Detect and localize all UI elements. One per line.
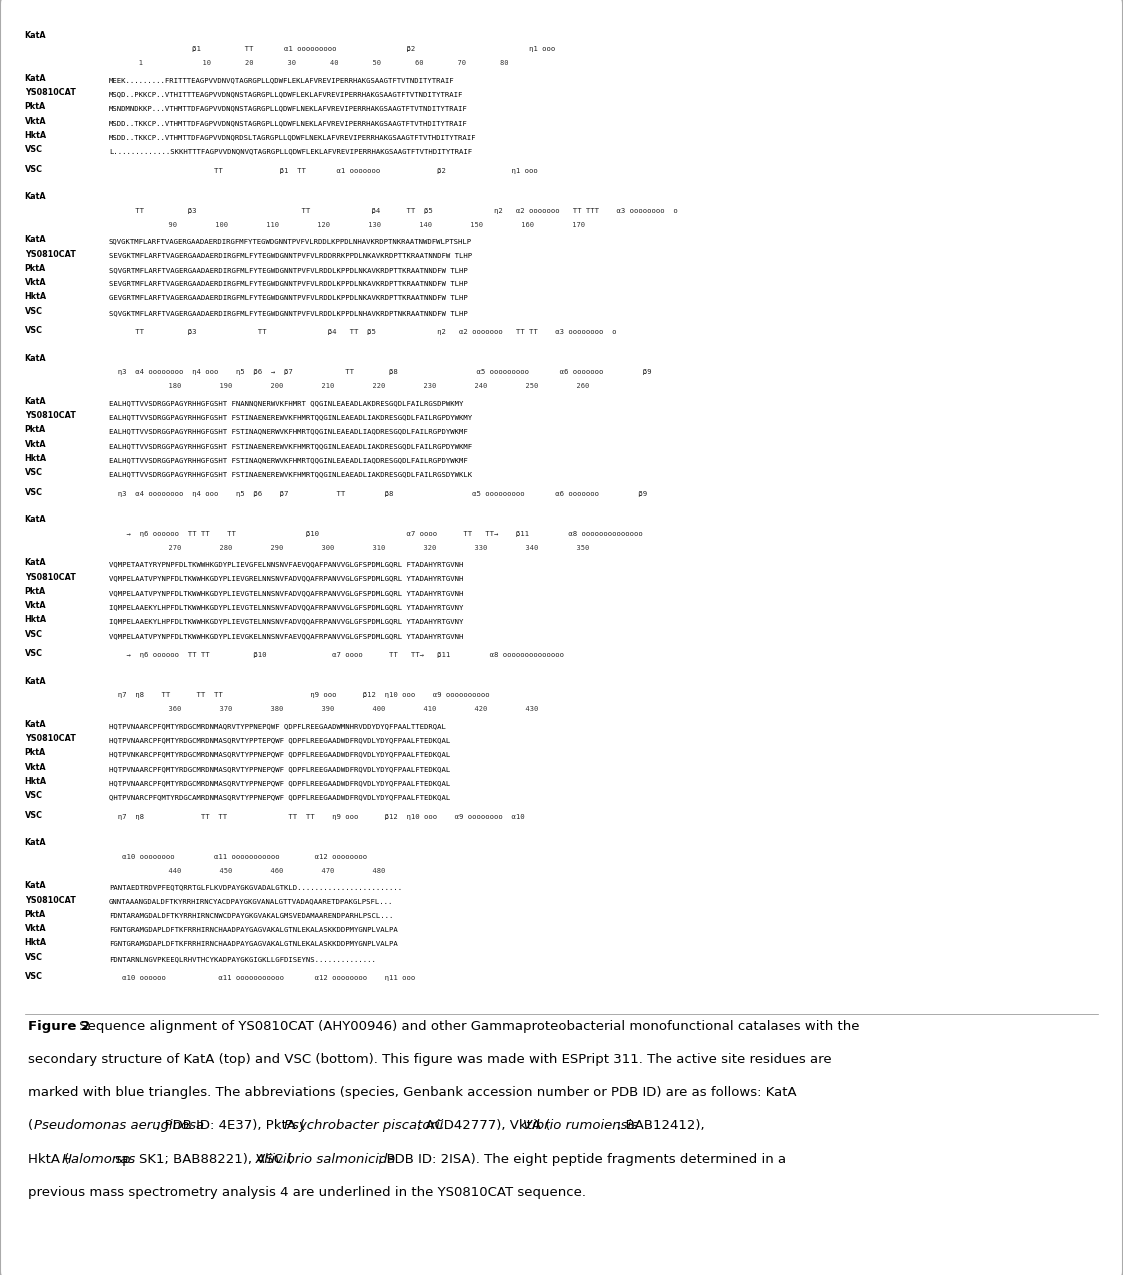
Text: SEVGRTMFLARFTVAGERGAADAERDIRGFMLFYTEGWDGNNTPVFVLRDDLKPPDLNKAVKRDPTTKRAATNNDFW TL: SEVGRTMFLARFTVAGERGAADAERDIRGFMLFYTEGWDG…: [109, 282, 467, 287]
Text: 440         450         460         470         480: 440 450 460 470 480: [109, 868, 385, 873]
Text: VktA: VktA: [25, 440, 46, 449]
Text: KatA: KatA: [25, 720, 46, 729]
Text: 180         190         200         210         220         230         240     : 180 190 200 210 220 230 240: [109, 384, 590, 389]
Text: ; BAB12412),: ; BAB12412),: [618, 1119, 705, 1132]
Text: 1              10        20        30        40        50        60        70   : 1 10 20 30 40 50 60 70: [109, 60, 509, 66]
Text: TT             β1  TT       α1 οοοοοοο             β2               η1 οοο: TT β1 TT α1 οοοοοοο β2 η1 οοο: [109, 167, 538, 173]
Text: ; ACD42777), VktA (: ; ACD42777), VktA (: [418, 1119, 550, 1132]
Text: HktA (: HktA (: [28, 1153, 70, 1165]
Text: 270         280         290         300         310         320         330     : 270 280 290 300 310 320 330: [109, 544, 590, 551]
Text: Pseudomonas aeruginosa: Pseudomonas aeruginosa: [34, 1119, 203, 1132]
Text: VSC: VSC: [25, 972, 43, 982]
Text: KatA: KatA: [25, 838, 46, 847]
Text: 90         100         110         120         130         140         150      : 90 100 110 120 130 140 150: [109, 222, 585, 228]
Text: QHTPVNARCPFQMTYRDGCAMRDNMASQRVTYPPNEPQWF QDPFLREEGAADWDFRQVDLYDYQFPAALFTEDKQAL: QHTPVNARCPFQMTYRDGCAMRDNMASQRVTYPPNEPQWF…: [109, 794, 450, 801]
Text: Aliivibrio salmonicida: Aliivibrio salmonicida: [256, 1153, 396, 1165]
Text: MSQD..PKKCP..VTHITTTEAGPVVDNQNSTAGRGPLLQDWFLEKLAFVREVIPERRHAKGSAAGTFTVTNDITYTRAI: MSQD..PKKCP..VTHITTTEAGPVVDNQNSTAGRGPLLQ…: [109, 91, 464, 97]
Text: 360         370         380         390         400         410         420     : 360 370 380 390 400 410 420: [109, 706, 538, 713]
Text: MSDD..TKKCP..VTHMTTDFAGPVVDNQRDSLTAGRGPLLQDWFLNEKLAFVREVIPERRHAKGSAAGTFTVTHDITYT: MSDD..TKKCP..VTHMTTDFAGPVVDNQRDSLTAGRGPL…: [109, 134, 476, 140]
Text: VSC: VSC: [25, 649, 43, 658]
Text: EALHQTTVVSDRGGPAGYRHHGFGSHT FSTINAENEREWVKFHMRTQQGINLEAEADLIAKDRESGQDLFAILRGPDYW: EALHQTTVVSDRGGPAGYRHHGFGSHT FSTINAENEREW…: [109, 442, 472, 449]
Text: VSC: VSC: [25, 164, 43, 173]
Text: VSC: VSC: [25, 792, 43, 801]
Text: KatA: KatA: [25, 558, 46, 567]
Text: HktA: HktA: [25, 616, 47, 625]
Text: TT          β3              TT              β4   TT  β5              η2   α2 οοο: TT β3 TT β4 TT β5 η2 α2 οοο: [109, 329, 617, 335]
Text: Figure 2: Figure 2: [28, 1020, 90, 1033]
Text: HktA: HktA: [25, 292, 47, 301]
Text: VktA: VktA: [25, 762, 46, 771]
Text: secondary structure of KatA (top) and VSC (bottom). This figure was made with ES: secondary structure of KatA (top) and VS…: [28, 1053, 832, 1066]
Text: KatA: KatA: [25, 31, 46, 40]
Text: VQMPELAATVPYNPFDLTKWWHKGDYPLIEVGKELNNSNVFAEVQQAFRPANVVGLGFSPDMLGQRL YTADAHYRTGVN: VQMPELAATVPYNPFDLTKWWHKGDYPLIEVGKELNNSNV…: [109, 632, 464, 639]
Text: SQVGRTMFLARFTVAGERGAADAERDIRGFMLFYTEGWDGNNTPVFVLRDDLKPPDLNKAVKRDPTTKRAATNNDFW TL: SQVGRTMFLARFTVAGERGAADAERDIRGFMLFYTEGWDG…: [109, 266, 467, 273]
Text: PANTAEDTRDVPFEQTQRRTGLFLKVDPAYGKGVADALGTKLD........................: PANTAEDTRDVPFEQTQRRTGLFLKVDPAYGKGVADALGT…: [109, 885, 402, 890]
Text: PktA: PktA: [25, 748, 46, 757]
Text: HQTPVNAARCPFQMTYRDGCMRDNMASQRVTYPPNEPQWF QDPFLREEGAADWDFRQVDLYDYQFPAALFTEDKQAL: HQTPVNAARCPFQMTYRDGCMRDNMASQRVTYPPNEPQWF…: [109, 766, 450, 771]
Text: VktA: VktA: [25, 924, 46, 933]
Text: VSC: VSC: [25, 326, 43, 335]
Text: PktA: PktA: [25, 102, 46, 111]
Text: VSC: VSC: [25, 145, 43, 154]
Text: FGNTGRAMGDAPLDFTKFRRHIRNCHAADPAYGAGVAKALGTNLEKALASKKDDPMYGNPLVALPA: FGNTGRAMGDAPLDFTKFRRHIRNCHAADPAYGAGVAKAL…: [109, 927, 398, 933]
Text: KatA: KatA: [25, 881, 46, 890]
Text: η7  η8    TT      TT  TT                    η9 οοο      β12  η10 οοο    α9 οοοοο: η7 η8 TT TT TT η9 οοο β12 η10 οοο α9 οοο…: [109, 692, 490, 699]
Text: HktA: HktA: [25, 131, 47, 140]
Text: KatA: KatA: [25, 236, 46, 245]
Text: VSC: VSC: [25, 952, 43, 961]
Text: VQMPELAATVPYNPFDLTKWWHKGDYPLIEVGRELNNSNVFADVQQAFRPANVVGLGFSPDMLGQRL YTADAHYRTGVN: VQMPELAATVPYNPFDLTKWWHKGDYPLIEVGRELNNSNV…: [109, 575, 464, 581]
Text: →  η6 οοοοοο  TT TT          β10               α7 οοοο      TT   TT→   β11      : → η6 οοοοοο TT TT β10 α7 οοοο TT TT→ β11: [109, 652, 564, 658]
Text: SQVGKTMFLARFTVAGERGAADAERDIRGFMLFYTEGWDGNNTPVFVLRDDLKPPDLNHAVKRDPTNKRAATNNDFW TL: SQVGKTMFLARFTVAGERGAADAERDIRGFMLFYTEGWDG…: [109, 310, 467, 316]
Text: VSC: VSC: [25, 811, 43, 820]
Text: PktA: PktA: [25, 910, 46, 919]
Text: KatA: KatA: [25, 515, 46, 524]
Text: HQTPVNAARCPFQMTYRDGCMRDNMAQRVTYPPNEPQWF QDPFLREEGAADWMNHRVDDYDYQFPAALTTEDRQAL: HQTPVNAARCPFQMTYRDGCMRDNMAQRVTYPPNEPQWF …: [109, 723, 446, 729]
Text: ; PDB ID: 2ISA). The eight peptide fragments determined in a: ; PDB ID: 2ISA). The eight peptide fragm…: [378, 1153, 786, 1165]
Text: MSNDMNDKKP...VTHMTTDFAGPVVDNQNSTAGRGPLLQDWFLNEKLAFVREVIPERRHAKGSAAGTFTVTNDITYTRA: MSNDMNDKKP...VTHMTTDFAGPVVDNQNSTAGRGPLLQ…: [109, 106, 467, 111]
Text: VSC: VSC: [25, 307, 43, 316]
Text: GNNTAAANGDALDFTKYRRHIRNCYACDPAYGKGVANALGTTVADAQAARETDPAKGLPSFL...: GNNTAAANGDALDFTKYRRHIRNCYACDPAYGKGVANALG…: [109, 899, 393, 905]
Text: PktA: PktA: [25, 426, 46, 435]
Text: HQTPVNAARCPFQMTYRDGCMRDNMASQRVTYPPNEPQWF QDPFLREEGAADWDFRQVDLYDYQFPAALFTEDKQAL: HQTPVNAARCPFQMTYRDGCMRDNMASQRVTYPPNEPQWF…: [109, 780, 450, 785]
Text: YS0810CAT: YS0810CAT: [25, 895, 75, 905]
Text: IQMPELAAEKYLHPFDLTKWWHKGDYPLIEVGTELNNSNVFADVQQAFRPANVVGLGFSPDMLGQRL YTADAHYRTGVN: IQMPELAAEKYLHPFDLTKWWHKGDYPLIEVGTELNNSNV…: [109, 604, 464, 611]
Text: VQMPELAATVPYNPFDLTKWWHKGDYPLIEVGTELNNSNVFADVQQAFRPANVVGLGFSPDMLGQRL YTADAHYRTGVN: VQMPELAATVPYNPFDLTKWWHKGDYPLIEVGTELNNSNV…: [109, 590, 464, 595]
Text: EALHQTTVVSDRGGPAGYRHHGFGSHT FSTINAENEREWVKFHMRTQQGINLEAEADLIAKDRESGQDLFAILRGPDYW: EALHQTTVVSDRGGPAGYRHHGFGSHT FSTINAENEREW…: [109, 414, 472, 421]
Text: η7  η8             TT  TT              TT  TT    η9 οοο      β12  η10 οοο    α9 : η7 η8 TT TT TT TT η9 οοο β12 η10 οοο α9: [109, 813, 524, 820]
Text: EALHQTTVVSDRGGPAGYRHHGFGSHT FNANNQNERWVKFHMRT QQGINLEAEADLAKDRESGQDLFAILRGSDPWKM: EALHQTTVVSDRGGPAGYRHHGFGSHT FNANNQNERWVK…: [109, 400, 464, 405]
Text: Vibrio rumoiensis: Vibrio rumoiensis: [523, 1119, 638, 1132]
Text: β1          TT       α1 οοοοοοοοο                β2                          η1 : β1 TT α1 οοοοοοοοο β2 η1: [109, 46, 555, 52]
Text: EALHQTTVVSDRGGPAGYRHHGFGSHT FSTINAENEREWVKFHMRTQQGINLEAEADLIAKDRESGQDLFAILRGSDYW: EALHQTTVVSDRGGPAGYRHHGFGSHT FSTINAENEREW…: [109, 472, 472, 477]
Text: FDNTARNLNGVPKEEQLRHVTHCYKADPAYGKGIGKLLGFDISEYNS..............: FDNTARNLNGVPKEEQLRHVTHCYKADPAYGKGIGKLLGF…: [109, 956, 376, 961]
Text: MEEK.........FRITTTEAGPVVDNVQTAGRGPLLQDWFLEKLAFVREVIPERRHAKGSAAGTFTVTNDITYTRAIF: MEEK.........FRITTTEAGPVVDNVQTAGRGPLLQDW…: [109, 76, 455, 83]
Text: HQTPVNKARCPFQMTYRDGCMRDNMASQRVTYPPNEPQWF QDPFLREEGAADWDFRQVDLYDYQFPAALFTEDKQAL: HQTPVNKARCPFQMTYRDGCMRDNMASQRVTYPPNEPQWF…: [109, 751, 450, 757]
Text: SEVGKTMFLARFTVAGERGAADAERDIRGFMLFYTEGWDGNNTPVFVLRDDRRKPPDLNKAVKRDPTTKRAATNNDFW T: SEVGKTMFLARFTVAGERGAADAERDIRGFMLFYTEGWDG…: [109, 252, 472, 259]
Text: FDNTARAMGDALDFTKYRRHIRNCNWCDPAYGKGVAKALGMSVEDAMAARENDPARHLPSCL...: FDNTARAMGDALDFTKYRRHIRNCNWCDPAYGKGVAKALG…: [109, 913, 393, 919]
Text: sp. SK1; BAB88221), VSC (: sp. SK1; BAB88221), VSC (: [111, 1153, 293, 1165]
Text: FGNTGRAMGDAPLDFTKFRRHIRNCHAADPAYGAGVAKALGTNLEKALASKKDDPMYGNPLVALPA: FGNTGRAMGDAPLDFTKFRRHIRNCHAADPAYGAGVAKAL…: [109, 941, 398, 947]
Text: η3  α4 οοοοοοοο  η4 οοο    η5  β6    β7           TT         β8                 : η3 α4 οοοοοοοο η4 οοο η5 β6 β7 TT β8: [109, 491, 647, 497]
Text: YS0810CAT: YS0810CAT: [25, 88, 75, 97]
Text: HktA: HktA: [25, 938, 47, 947]
Text: YS0810CAT: YS0810CAT: [25, 734, 75, 743]
Text: MSDD..TKKCP..VTHMTTDFAGPVVDNQNSTAGRGPLLQDWFLNEKLAFVREVIPERRHAKGSAAGTFTVTHDITYTRA: MSDD..TKKCP..VTHMTTDFAGPVVDNQNSTAGRGPLLQ…: [109, 120, 467, 126]
Text: KatA: KatA: [25, 677, 46, 686]
Text: IQMPELAAEKYLHPFDLTKWWHKGDYPLIEVGTELNNSNVFADVQQAFRPANVVGLGFSPDMLGQRL YTADAHYRTGVN: IQMPELAAEKYLHPFDLTKWWHKGDYPLIEVGTELNNSNV…: [109, 618, 464, 625]
Text: HQTPVNAARCPFQMTYRDGCMRDNMASQRVTYPPTEPQWF QDPFLREEGAADWDFRQVDLYDYQFPAALFTEDKQAL: HQTPVNAARCPFQMTYRDGCMRDNMASQRVTYPPTEPQWF…: [109, 737, 450, 743]
Text: VSC: VSC: [25, 468, 43, 477]
Text: SQVGKTMFLARFTVAGERGAADAERDIRGFMFYTEGWDGNNTPVFVLRDDLKPPDLNHAVKRDPTNKRAATNWDFWLPTS: SQVGKTMFLARFTVAGERGAADAERDIRGFMFYTEGWDGN…: [109, 238, 472, 245]
Text: VktA: VktA: [25, 117, 46, 126]
Text: KatA: KatA: [25, 353, 46, 362]
Text: Psychrobacter piscatorii: Psychrobacter piscatorii: [284, 1119, 444, 1132]
Text: ; PDB ID: 4E37), PktA (: ; PDB ID: 4E37), PktA (: [156, 1119, 305, 1132]
Text: GEVGRTMFLARFTVAGERGAADAERDIRGFMLFYTEGWDGNNTPVFVLRDDLKPPDLNKAVKRDPTTKRAATNNDFW TL: GEVGRTMFLARFTVAGERGAADAERDIRGFMLFYTEGWDG…: [109, 296, 467, 301]
Text: VSC: VSC: [25, 487, 43, 497]
Text: EALHQTTVVSDRGGPAGYRHHGFGSHT FSTINAQNERWVKFHMRTQQGINLEAEADLIAQDRESGQDLFAILRGPDYWK: EALHQTTVVSDRGGPAGYRHHGFGSHT FSTINAQNERWV…: [109, 428, 467, 435]
Text: Sequence alignment of YS0810CAT (AHY00946) and other Gammaproteobacterial monofu: Sequence alignment of YS0810CAT (AHY0094…: [75, 1020, 859, 1033]
Text: YS0810CAT: YS0810CAT: [25, 572, 75, 581]
Text: KatA: KatA: [25, 193, 46, 201]
Text: YS0810CAT: YS0810CAT: [25, 250, 75, 259]
Text: (: (: [28, 1119, 34, 1132]
Text: VSC: VSC: [25, 630, 43, 639]
